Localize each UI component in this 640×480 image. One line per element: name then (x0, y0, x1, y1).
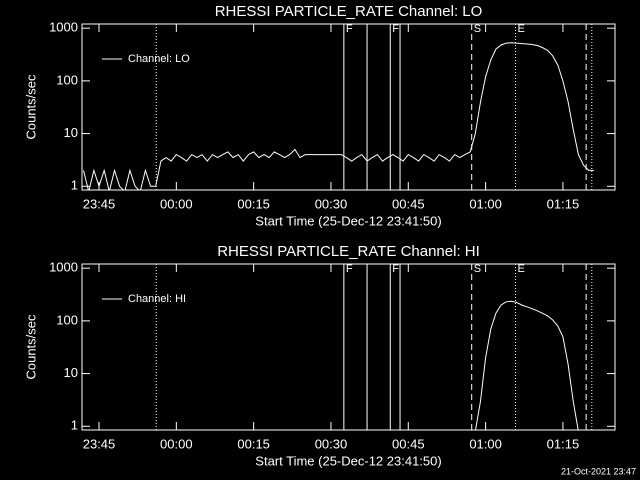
event-label: F (392, 263, 399, 275)
x-tick-label: 01:15 (547, 196, 580, 211)
y-axis-label: Counts/sec (23, 74, 38, 140)
footer: 21-Oct-2021 23:47 (561, 466, 636, 476)
y-tick-label: 100 (56, 72, 78, 87)
event-label: E (518, 263, 525, 275)
x-tick-label: 23:45 (83, 196, 116, 211)
data-line (83, 42, 594, 190)
x-tick-label: 00:15 (237, 196, 270, 211)
x-tick-label: 00:30 (315, 196, 348, 211)
data-line (475, 300, 579, 430)
y-tick-label: 1000 (49, 20, 78, 35)
x-tick-label: 01:00 (469, 196, 502, 211)
x-tick-label: 01:00 (469, 436, 502, 451)
x-tick-label: 00:00 (160, 436, 193, 451)
event-label: E (518, 23, 525, 35)
y-tick-label: 10 (64, 365, 78, 380)
x-axis-label: Start Time (25-Dec-12 23:41:50) (255, 453, 441, 468)
y-tick-label: 10 (64, 125, 78, 140)
x-tick-label: 00:45 (392, 436, 425, 451)
y-tick-label: 100 (56, 312, 78, 327)
event-label: S (474, 23, 481, 35)
x-axis-label: Start Time (25-Dec-12 23:41:50) (255, 213, 441, 228)
y-axis-label: Counts/sec (23, 314, 38, 380)
legend-label: Channel: HI (128, 293, 186, 305)
event-label: S (474, 263, 481, 275)
y-tick-label: 1000 (49, 260, 78, 275)
event-label: F (392, 23, 399, 35)
legend-label: Channel: LO (128, 53, 190, 65)
x-tick-label: 23:45 (83, 436, 116, 451)
x-tick-label: 00:00 (160, 196, 193, 211)
x-tick-label: 01:15 (547, 436, 580, 451)
chart-title: RHESSI PARTICLE_RATE Channel: HI (217, 243, 480, 260)
event-label: F (346, 23, 353, 35)
plot-frame (81, 23, 616, 191)
x-tick-label: 00:15 (237, 436, 270, 451)
y-tick-label: 1 (71, 418, 78, 433)
event-label: F (346, 263, 353, 275)
y-tick-label: 1 (71, 178, 78, 193)
x-tick-label: 00:30 (315, 436, 348, 451)
plot-frame (81, 263, 616, 431)
chart-title: RHESSI PARTICLE_RATE Channel: LO (215, 3, 483, 20)
x-tick-label: 00:45 (392, 196, 425, 211)
